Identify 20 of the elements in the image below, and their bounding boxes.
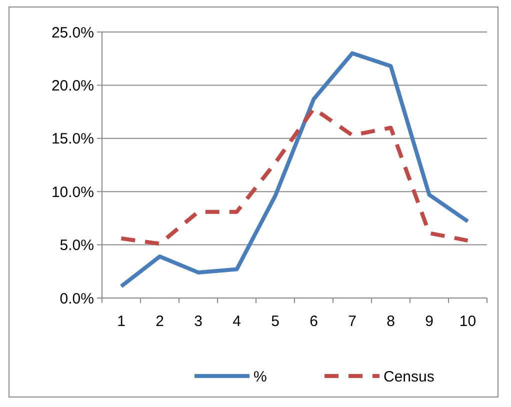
x-tick-label: 10 bbox=[459, 313, 476, 330]
x-tick-label: 7 bbox=[348, 313, 356, 330]
y-tick-label: 20.0% bbox=[51, 77, 94, 94]
x-tick-label: 9 bbox=[425, 313, 434, 330]
x-tick-label: 5 bbox=[271, 313, 280, 330]
x-tick-label: 3 bbox=[194, 313, 202, 330]
legend-label: % bbox=[254, 368, 267, 386]
line-series bbox=[119, 51, 470, 288]
x-tick-label: 6 bbox=[310, 313, 318, 330]
y-tick-label: 10.0% bbox=[51, 184, 94, 201]
legend-label: Census bbox=[384, 368, 434, 386]
y-tick-label: 0.0% bbox=[60, 290, 94, 308]
x-tick-label: 8 bbox=[386, 313, 395, 330]
x-tick-label: 2 bbox=[156, 313, 164, 330]
y-tick-label: 5.0% bbox=[60, 237, 94, 254]
x-tick-label: 1 bbox=[117, 313, 126, 330]
x-tick-label: 4 bbox=[232, 313, 241, 330]
y-tick-label: 15.0% bbox=[51, 130, 94, 148]
y-tick-label: 25.0% bbox=[51, 24, 94, 42]
line-series bbox=[119, 106, 470, 246]
